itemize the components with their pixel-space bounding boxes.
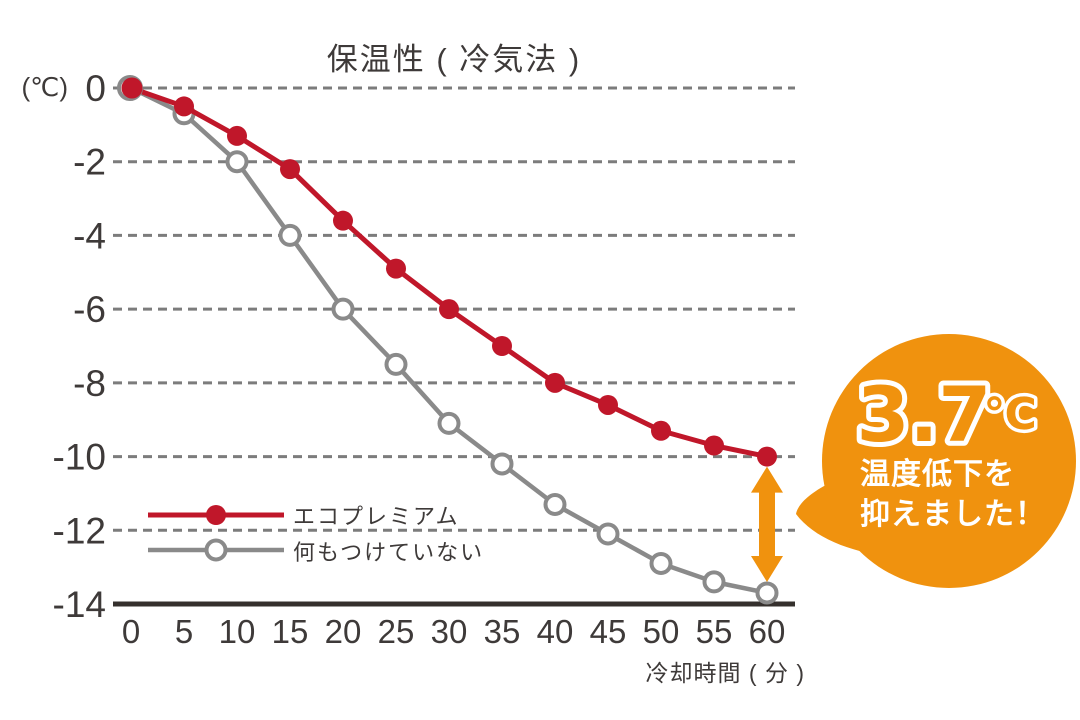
- data-point-open: [331, 297, 355, 321]
- x-tick-label: 30: [431, 613, 468, 650]
- data-point-filled: [598, 394, 618, 415]
- x-tick-label: 10: [219, 613, 256, 650]
- data-point-open: [596, 522, 620, 546]
- data-point-filled: [757, 446, 777, 467]
- data-point-filled: [704, 435, 724, 456]
- data-point-filled: [439, 299, 459, 320]
- chart-title: 保温性 ( 冷気法 ): [326, 42, 582, 77]
- data-point-filled: [174, 96, 194, 117]
- legend-label-eco-premium: エコプレミアム: [293, 504, 460, 529]
- x-tick-label: 55: [696, 613, 733, 650]
- delta-arrow: [751, 466, 783, 582]
- y-tick-label: -12: [53, 510, 106, 551]
- legend-label-nothing: 何もつけていない: [293, 540, 485, 565]
- data-point-open: [204, 538, 228, 562]
- data-point-open: [225, 150, 249, 174]
- data-point-filled: [545, 372, 565, 393]
- x-tick-label: 15: [272, 613, 309, 650]
- x-tick-label: 60: [749, 613, 786, 650]
- data-point-filled: [492, 336, 512, 356]
- y-tick-label: -2: [73, 142, 106, 183]
- data-point-filled: [227, 125, 247, 146]
- x-tick-label: 35: [484, 613, 521, 650]
- x-tick-label: 50: [643, 613, 680, 650]
- badge-circle: [822, 334, 1076, 588]
- y-tick-label: -4: [73, 215, 106, 256]
- data-point-open: [702, 570, 726, 594]
- x-tick-label: 45: [590, 613, 627, 650]
- y-tick-label: -6: [73, 289, 106, 330]
- badge-text-line1: 温度低下を: [860, 458, 1015, 491]
- y-tick-label: -8: [73, 363, 106, 404]
- data-point-filled: [280, 159, 300, 180]
- data-point-filled: [386, 258, 406, 279]
- data-point-filled: [333, 210, 353, 231]
- y-tick-label: -10: [53, 437, 106, 478]
- badge-text-line2: 抑えました！: [860, 498, 1046, 531]
- data-point-filled: [206, 505, 226, 525]
- x-tick-label: 40: [537, 613, 574, 650]
- y-tick-label: -14: [53, 584, 106, 625]
- badge-delta-value: 3.7: [857, 370, 992, 459]
- y-tick-label: 0: [85, 68, 106, 109]
- y-axis-unit-label: (℃): [21, 72, 68, 102]
- x-tick-label: 0: [122, 613, 140, 650]
- data-point-open: [278, 223, 302, 247]
- data-point-open: [490, 452, 514, 476]
- data-point-filled: [121, 77, 143, 99]
- data-point-open: [649, 551, 673, 575]
- data-point-open: [384, 352, 408, 376]
- x-tick-label: 25: [378, 613, 415, 650]
- x-tick-label: 5: [175, 613, 193, 650]
- x-tick-label: 20: [325, 613, 362, 650]
- badge-delta-unit: ℃: [983, 389, 1036, 440]
- x-axis-label: 冷却時間 ( 分 ): [645, 660, 805, 686]
- data-point-open: [437, 411, 461, 435]
- data-point-filled: [651, 420, 671, 441]
- data-point-open: [755, 581, 779, 605]
- data-point-open: [543, 492, 567, 516]
